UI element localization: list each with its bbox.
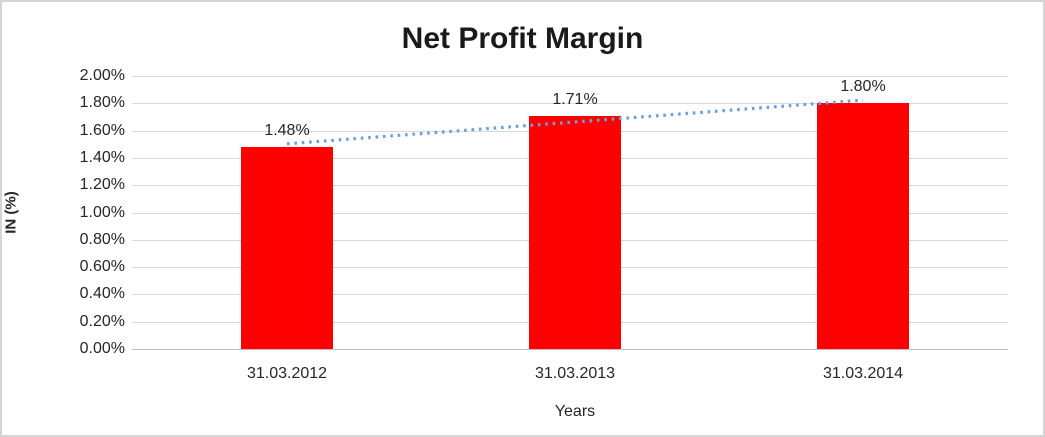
y-tick-label: 0.60% <box>79 258 125 275</box>
y-tick-label: 1.40% <box>79 149 125 166</box>
data-label: 1.71% <box>552 91 598 108</box>
y-tick-label: 0.40% <box>79 285 125 302</box>
chart-title: Net Profit Margin <box>401 22 644 55</box>
y-tick-label: 0.80% <box>79 231 125 248</box>
y-tick-label: 1.00% <box>79 204 125 221</box>
y-tick-label: 1.80% <box>79 94 125 111</box>
data-label: 1.48% <box>264 122 310 139</box>
x-tick-label: 31.03.2013 <box>534 365 616 382</box>
data-label: 1.80% <box>840 78 886 95</box>
bar-31.03.2013 <box>529 116 621 349</box>
bar-31.03.2014 <box>817 103 909 349</box>
y-tick-label: 0.20% <box>79 313 125 330</box>
x-tick-label: 31.03.2012 <box>246 365 328 382</box>
x-axis-line <box>132 349 1008 350</box>
y-gridline <box>132 76 1008 77</box>
y-axis-title: IN (%) <box>2 191 20 234</box>
y-tick-label: 2.00% <box>79 67 125 84</box>
x-axis-title: Years <box>554 403 596 420</box>
x-tick-label: 31.03.2014 <box>822 365 904 382</box>
y-tick-label: 1.60% <box>79 122 125 139</box>
bar-31.03.2012 <box>241 147 333 349</box>
y-tick-label: 0.00% <box>79 340 125 357</box>
y-tick-label: 1.20% <box>79 176 125 193</box>
